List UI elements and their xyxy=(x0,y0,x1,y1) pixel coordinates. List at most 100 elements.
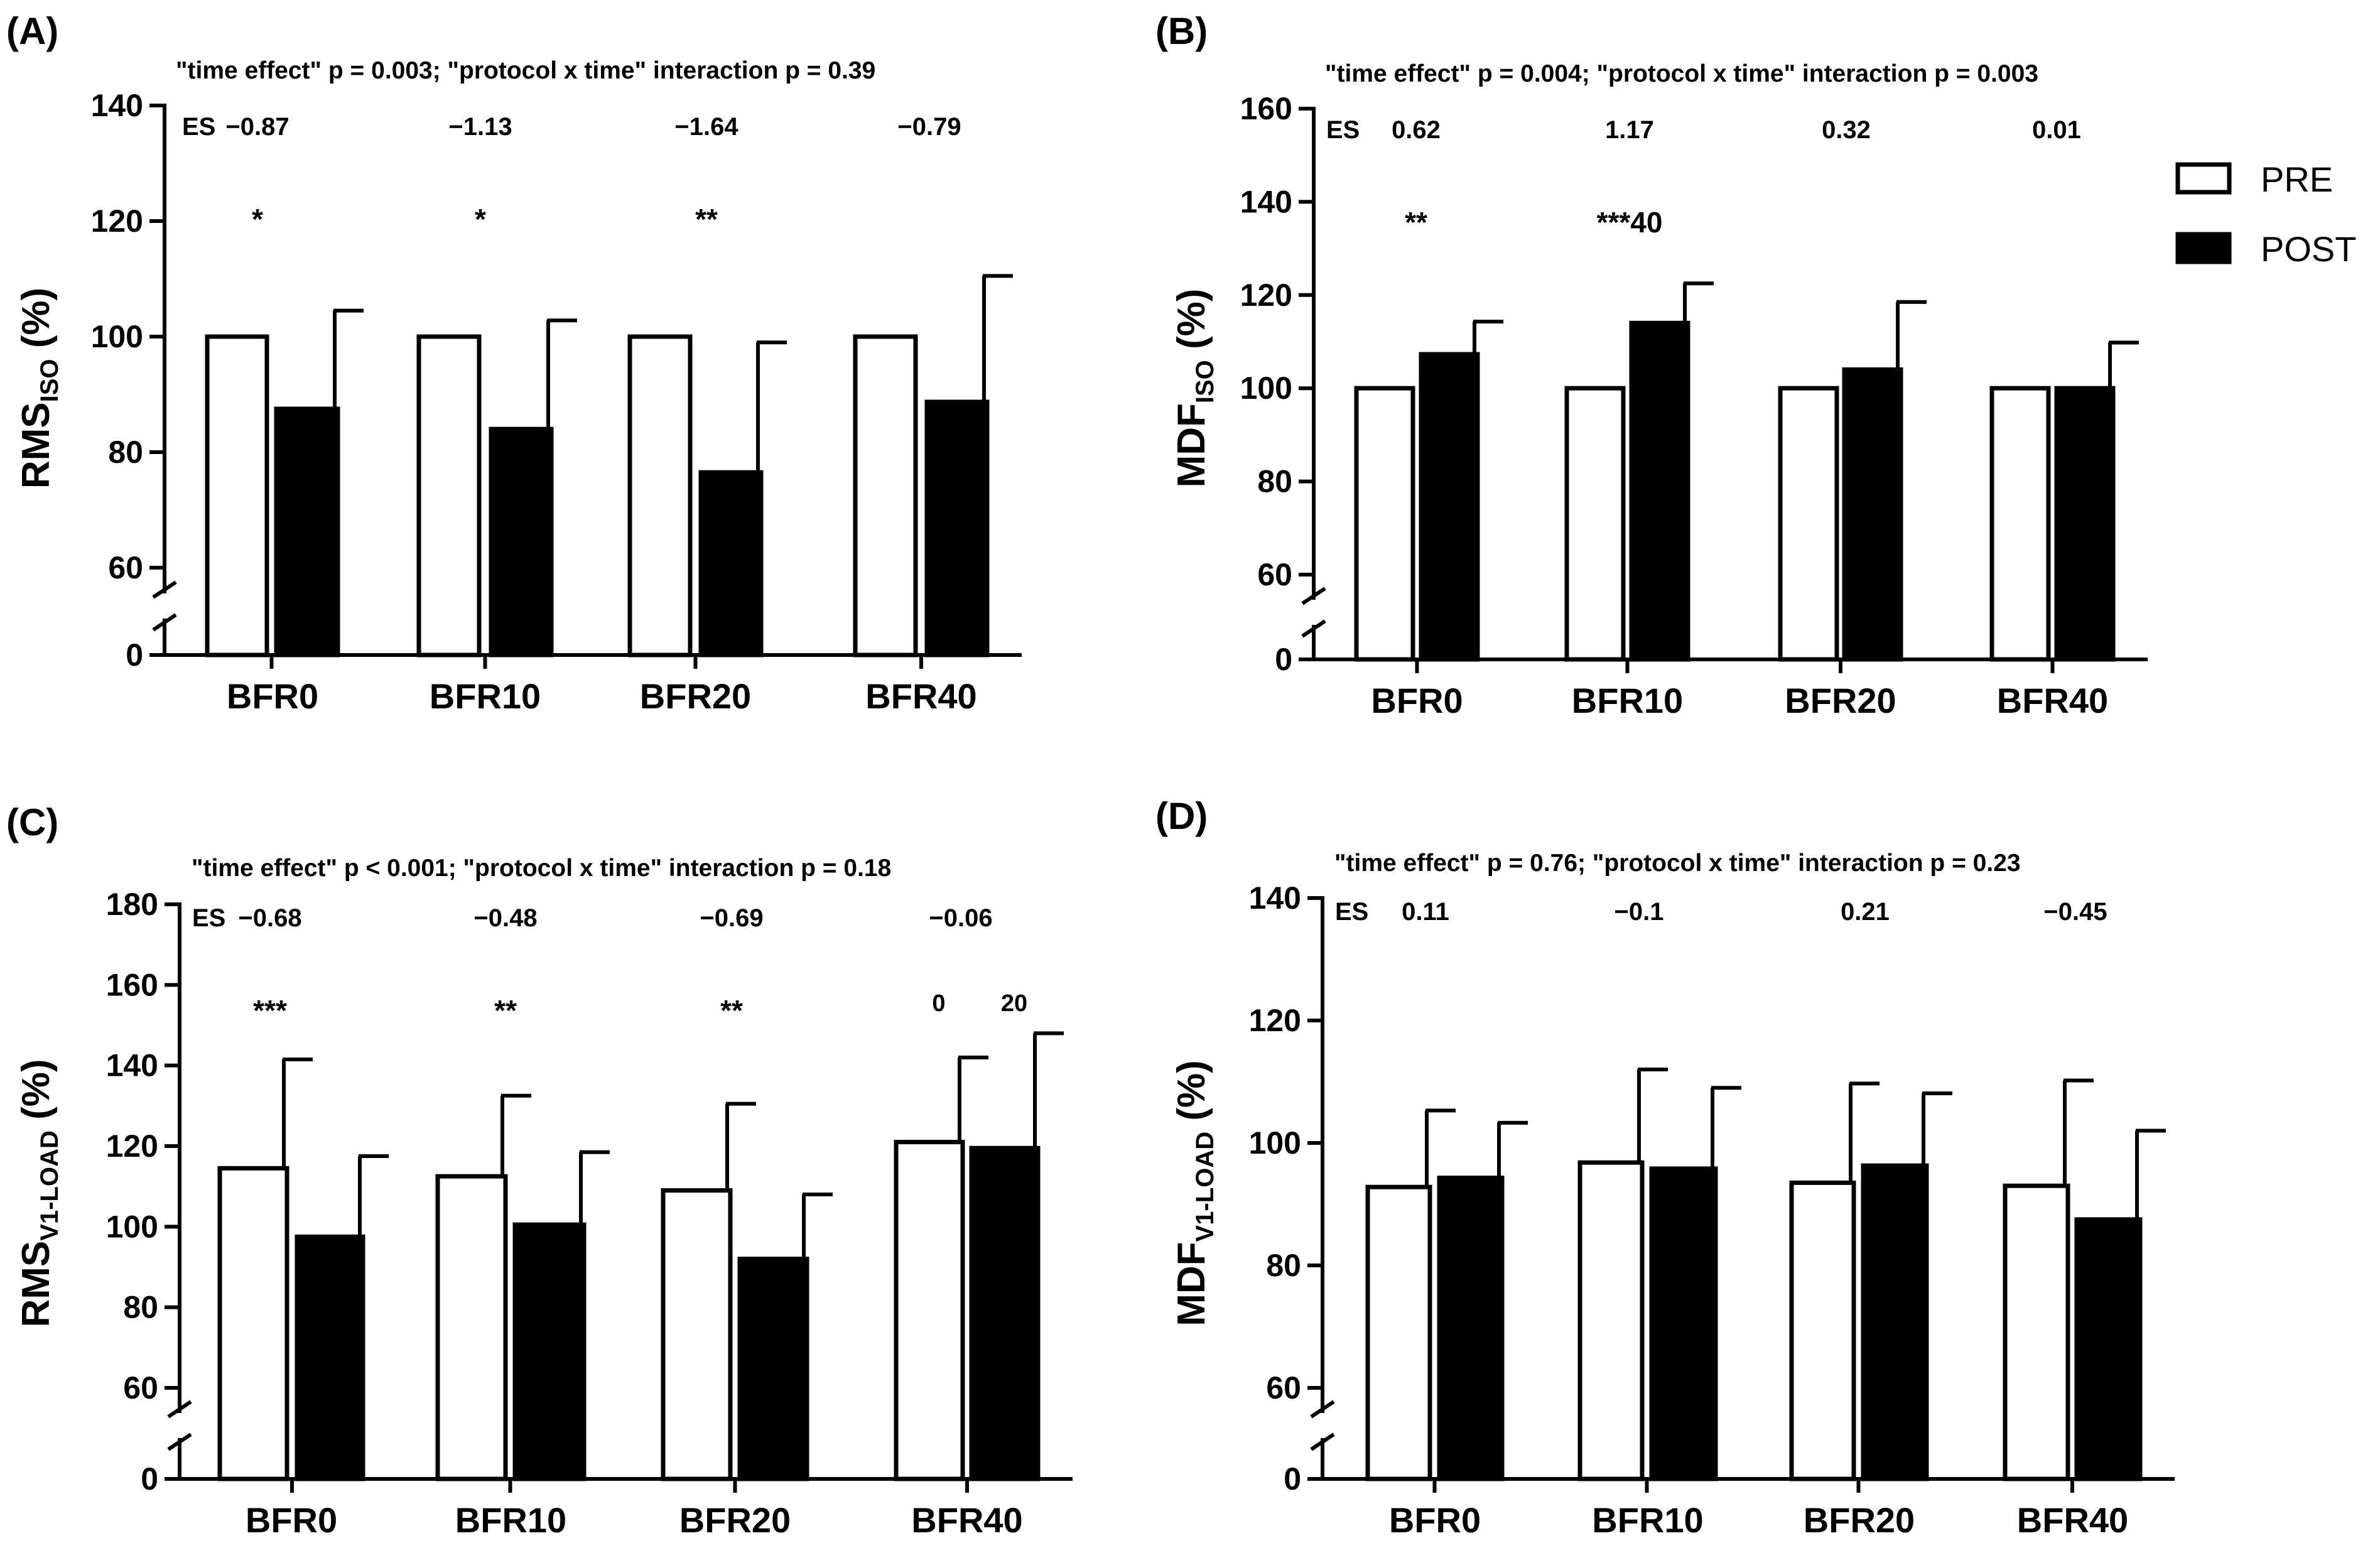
effect-size-value: 0.21 xyxy=(1841,898,1890,926)
axis-break-mark xyxy=(1310,1432,1335,1451)
category-label: BFR40 xyxy=(2017,1500,2128,1540)
y-axis-label-unit: (%) xyxy=(14,1059,58,1130)
y-tick-label: 100 xyxy=(1240,371,1292,406)
y-tick-label: 120 xyxy=(1249,1003,1301,1038)
bar-post xyxy=(924,399,990,658)
y-axis-label: RMSV1-LOAD (%) xyxy=(14,1059,63,1327)
panel-a: (A) "time effect" p = 0.003; "protocol x… xyxy=(6,10,1022,716)
legend-post-label: POST xyxy=(2261,229,2356,269)
bar-post xyxy=(1861,1163,1929,1481)
y-tick-label: 80 xyxy=(1257,464,1292,499)
bar-pre xyxy=(217,1166,289,1481)
y-axis-label-main: MDF xyxy=(1170,1242,1213,1326)
category-label: BFR10 xyxy=(430,676,541,716)
y-tick-label: 0 xyxy=(126,637,143,673)
y-tick-label: 180 xyxy=(106,887,158,922)
panel-c: (C) "time effect" p < 0.001; "protocol x… xyxy=(6,801,1073,1540)
bar-post xyxy=(1842,367,1903,662)
effect-size-value: −0.68 xyxy=(238,904,301,932)
bar-post xyxy=(1437,1176,1505,1481)
bar-pre xyxy=(2003,1183,2070,1481)
legend-post-swatch xyxy=(2175,232,2232,264)
effect-size-value: 0.62 xyxy=(1392,116,1441,144)
panel-d: (D) "time effect" p = 0.76; "protocol x … xyxy=(1155,795,2175,1540)
y-axis-label-sub: V1-LOAD xyxy=(36,1130,63,1241)
bar-annotation: 20 xyxy=(1001,990,1027,1017)
y-tick-label: 140 xyxy=(106,1048,158,1083)
bar-post xyxy=(489,426,554,658)
panel-label: (C) xyxy=(6,801,58,843)
category-label: BFR40 xyxy=(865,676,976,716)
y-axis-label-main: RMS xyxy=(14,402,58,489)
y-tick-label: 0 xyxy=(1284,1461,1301,1497)
bar-post xyxy=(698,470,764,658)
panel-label: (D) xyxy=(1155,795,1208,837)
category-label: BFR10 xyxy=(1592,1500,1703,1540)
significance-marker: ***40 xyxy=(1597,206,1663,239)
y-tick-label: 0 xyxy=(1275,642,1292,677)
effect-size-value: −1.64 xyxy=(674,113,738,141)
bar-post xyxy=(274,406,340,658)
es-label: ES xyxy=(182,113,215,141)
axis-break-mark xyxy=(152,613,177,632)
effect-size-value: −0.45 xyxy=(2043,898,2107,926)
category-label: BFR10 xyxy=(1572,681,1683,720)
category-label: BFR0 xyxy=(246,1500,337,1540)
y-tick-label: 80 xyxy=(1266,1248,1301,1283)
y-tick-label: 80 xyxy=(123,1290,158,1325)
effect-size-value: −0.87 xyxy=(225,113,289,141)
y-axis-label-unit: (%) xyxy=(1170,1060,1213,1132)
category-label: BFR0 xyxy=(1389,1500,1481,1540)
effect-size-value: −0.1 xyxy=(1615,898,1664,926)
significance-marker: * xyxy=(252,203,263,235)
category-label: BFR40 xyxy=(911,1500,1022,1540)
y-axis-label: MDFISO (%) xyxy=(1170,289,1219,488)
bar-post xyxy=(2074,1217,2143,1481)
y-axis-label-unit: (%) xyxy=(1170,289,1213,360)
significance-marker: ** xyxy=(494,994,517,1027)
category-label: BFR0 xyxy=(1371,681,1463,720)
y-axis-label-sub: ISO xyxy=(1191,360,1219,403)
bar-annotation: 0 xyxy=(932,990,945,1017)
bar-pre xyxy=(853,334,918,658)
panel-label: (A) xyxy=(6,10,58,52)
y-axis-label-sub: ISO xyxy=(36,359,63,402)
y-tick-label: 60 xyxy=(108,550,143,585)
bar-pre xyxy=(1989,386,2051,662)
category-label: BFR0 xyxy=(227,676,318,716)
bar-post xyxy=(1419,352,1480,662)
es-label: ES xyxy=(1335,898,1368,926)
y-axis-label-unit: (%) xyxy=(14,288,58,359)
stats-text: "time effect" p = 0.76; "protocol x time… xyxy=(1334,850,2021,877)
y-axis-label: MDFV1-LOAD (%) xyxy=(1170,1060,1219,1326)
significance-marker: ** xyxy=(695,203,718,235)
y-tick-label: 160 xyxy=(106,967,158,1002)
es-label: ES xyxy=(1326,116,1360,144)
category-label: BFR10 xyxy=(455,1500,566,1540)
category-label: BFR20 xyxy=(1785,681,1896,720)
bar-pre xyxy=(416,334,482,658)
effect-size-value: −0.79 xyxy=(897,113,961,141)
legend-pre-swatch xyxy=(2175,162,2232,195)
y-tick-label: 120 xyxy=(1240,278,1292,313)
bar-pre xyxy=(1789,1180,1856,1481)
es-label: ES xyxy=(192,904,225,932)
bar-pre xyxy=(661,1188,733,1481)
y-tick-label: 60 xyxy=(1266,1370,1301,1405)
y-tick-label: 100 xyxy=(1249,1125,1301,1161)
y-tick-label: 100 xyxy=(91,319,143,354)
category-label: BFR20 xyxy=(1804,1500,1915,1540)
stats-text: "time effect" p = 0.004; "protocol x tim… xyxy=(1325,60,2038,87)
effect-size-value: −1.13 xyxy=(448,113,512,141)
bar-post xyxy=(1629,320,1690,662)
effect-size-value: 0.01 xyxy=(2032,116,2081,144)
bar-post xyxy=(512,1222,587,1481)
bar-post xyxy=(1649,1166,1718,1481)
bar-pre xyxy=(1564,386,1626,662)
category-label: BFR40 xyxy=(1997,681,2108,720)
y-tick-label: 160 xyxy=(1240,91,1292,126)
bar-post xyxy=(969,1145,1041,1481)
panel-label: (B) xyxy=(1155,10,1208,52)
y-tick-label: 120 xyxy=(106,1129,158,1164)
bar-post xyxy=(2054,386,2116,662)
